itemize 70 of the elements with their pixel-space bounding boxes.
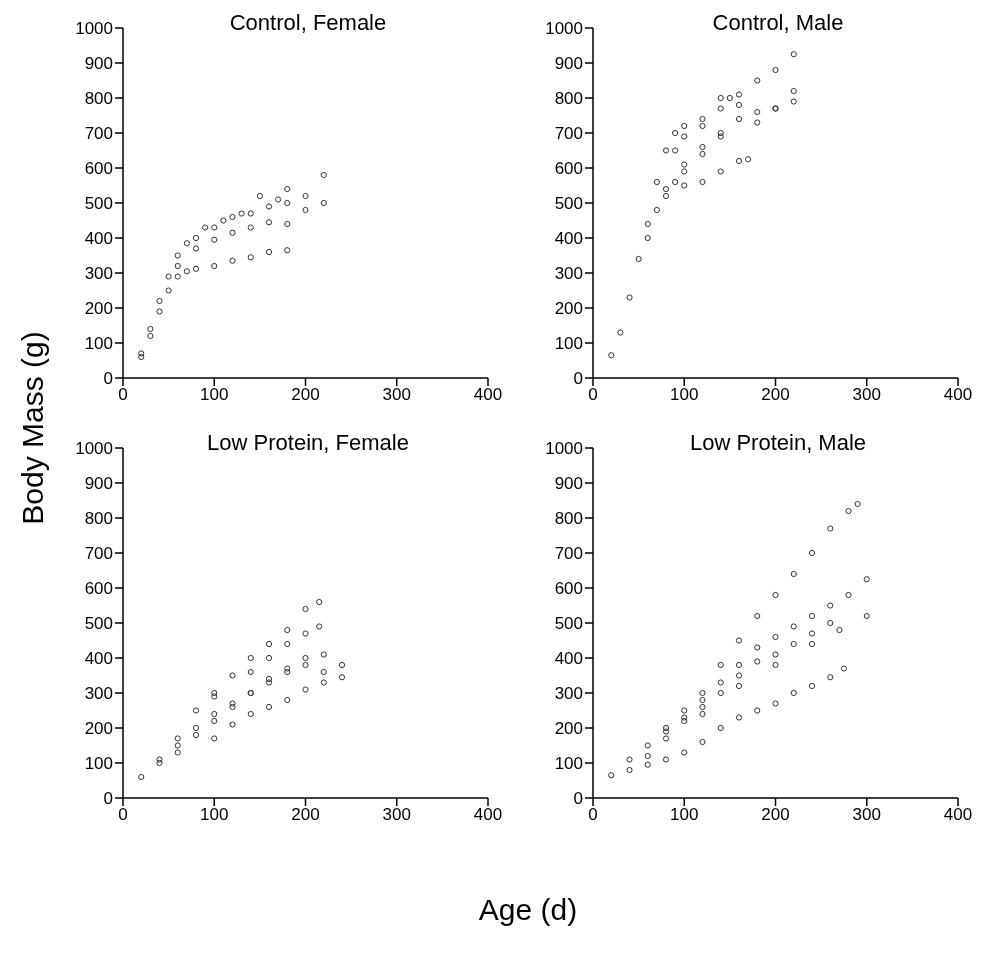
x-tick-label: 0 (118, 805, 128, 825)
y-tick-label: 200 (84, 299, 113, 319)
y-tick-label: 900 (554, 54, 583, 74)
y-tick-label: 500 (84, 194, 113, 214)
y-tick-label: 700 (554, 124, 583, 144)
y-tick-label: 0 (103, 369, 113, 389)
y-tick-label: 400 (84, 229, 113, 249)
y-tick-label: 400 (554, 229, 583, 249)
y-tick-label: 100 (554, 334, 583, 354)
chart-title: Control, Female (228, 10, 388, 36)
x-tick-label: 100 (200, 385, 229, 405)
y-tick-label: 100 (554, 754, 583, 774)
y-tick-label: 800 (84, 89, 113, 109)
y-tick-label: 700 (84, 544, 113, 564)
y-tick-label: 800 (554, 89, 583, 109)
y-axis-title: Body Mass (g) (16, 331, 50, 525)
x-tick-label: 300 (382, 805, 411, 825)
y-tick-label: 100 (84, 334, 113, 354)
x-axis-title: Age (d) (477, 893, 579, 927)
chart-title: Low Protein, Female (206, 430, 410, 456)
y-tick-label: 600 (84, 579, 113, 599)
x-tick-label: 300 (382, 385, 411, 405)
y-tick-label: 0 (573, 789, 583, 809)
y-tick-label: 600 (554, 159, 583, 179)
y-tick-label: 900 (84, 474, 113, 494)
y-tick-label: 200 (554, 719, 583, 739)
x-tick-label: 300 (852, 805, 881, 825)
y-tick-label: 300 (84, 684, 113, 704)
y-tick-label: 1000 (75, 19, 113, 39)
y-tick-label: 500 (84, 614, 113, 634)
y-tick-label: 1000 (75, 439, 113, 459)
x-tick-label: 400 (473, 385, 503, 405)
x-tick-label: 0 (118, 385, 128, 405)
y-tick-label: 200 (554, 299, 583, 319)
x-tick-label: 400 (473, 805, 503, 825)
x-tick-label: 200 (761, 385, 790, 405)
x-tick-label: 300 (852, 385, 881, 405)
y-tick-label: 500 (554, 614, 583, 634)
x-tick-label: 100 (670, 385, 699, 405)
y-tick-label: 800 (84, 509, 113, 529)
x-tick-label: 0 (588, 805, 598, 825)
y-tick-label: 1000 (545, 439, 583, 459)
y-tick-label: 200 (84, 719, 113, 739)
y-tick-label: 400 (84, 649, 113, 669)
y-tick-label: 800 (554, 509, 583, 529)
y-tick-label: 600 (84, 159, 113, 179)
y-tick-label: 500 (554, 194, 583, 214)
y-tick-label: 1000 (545, 19, 583, 39)
y-tick-label: 0 (103, 789, 113, 809)
x-tick-label: 100 (670, 805, 699, 825)
y-tick-label: 0 (573, 369, 583, 389)
x-tick-label: 100 (200, 805, 229, 825)
x-tick-label: 0 (588, 385, 598, 405)
x-tick-label: 400 (943, 805, 973, 825)
x-tick-label: 200 (761, 805, 790, 825)
y-tick-label: 700 (84, 124, 113, 144)
y-tick-label: 900 (84, 54, 113, 74)
x-tick-label: 400 (943, 385, 973, 405)
chart-title: Control, Male (711, 10, 845, 36)
x-tick-label: 200 (291, 385, 320, 405)
y-tick-label: 300 (554, 264, 583, 284)
y-tick-label: 900 (554, 474, 583, 494)
y-tick-label: 700 (554, 544, 583, 564)
x-tick-label: 200 (291, 805, 320, 825)
y-tick-label: 100 (84, 754, 113, 774)
y-tick-label: 400 (554, 649, 583, 669)
y-tick-label: 300 (84, 264, 113, 284)
y-tick-label: 300 (554, 684, 583, 704)
chart-title: Low Protein, Male (688, 430, 868, 456)
y-tick-label: 600 (554, 579, 583, 599)
